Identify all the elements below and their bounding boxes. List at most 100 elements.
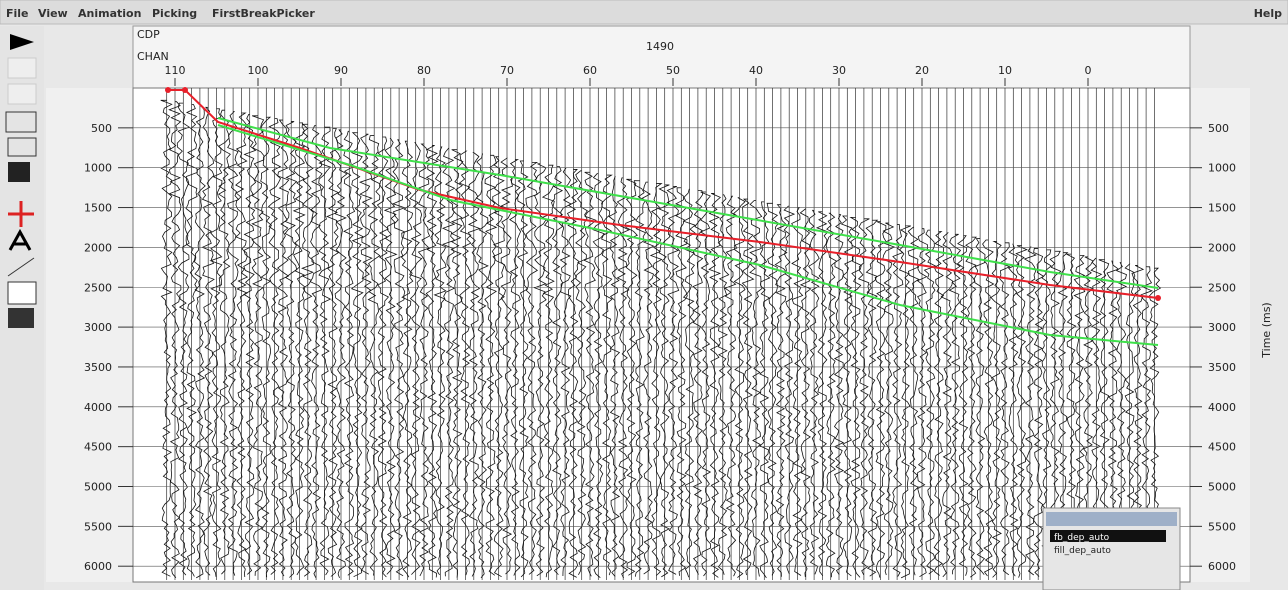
trace-wiggle xyxy=(334,129,348,579)
tool-button[interactable] xyxy=(8,308,34,328)
trace-wiggle xyxy=(682,188,696,578)
trace-wiggle xyxy=(575,170,588,575)
trace-wiggle xyxy=(376,136,390,578)
trace-wiggle xyxy=(358,133,373,575)
trace-wiggle xyxy=(657,184,672,578)
trace-wiggle xyxy=(301,123,314,577)
time-tick-label-left: 1000 xyxy=(84,162,112,175)
trace-wiggle xyxy=(417,143,431,577)
menu-item[interactable]: Picking xyxy=(152,7,197,20)
toolbar xyxy=(0,26,44,590)
channel-tick-label: 100 xyxy=(248,64,269,77)
time-tick-label-left: 3500 xyxy=(84,361,112,374)
pick-point xyxy=(1155,295,1161,301)
menu-item[interactable]: File xyxy=(6,7,29,20)
channel-tick-label: 60 xyxy=(583,64,597,77)
trace-wiggle xyxy=(227,111,240,576)
trace-wiggle xyxy=(807,209,820,575)
channel-tick-label: 20 xyxy=(915,64,929,77)
channel-tick-label: 70 xyxy=(500,64,514,77)
trace-wiggle xyxy=(525,161,539,575)
channel-tick-label: 0 xyxy=(1085,64,1092,77)
time-tick-label-left: 2000 xyxy=(84,241,112,254)
time-axis-label: Time (ms) xyxy=(1260,302,1273,358)
list-selection xyxy=(1050,530,1166,542)
trace-wiggle xyxy=(500,157,513,575)
trace-wiggle xyxy=(898,225,912,579)
trace-wiggle xyxy=(326,128,340,577)
list-item[interactable]: fill_dep_auto xyxy=(1054,546,1111,556)
play-button[interactable] xyxy=(10,34,34,50)
trace-wiggle xyxy=(1033,247,1045,577)
trace-wiggle xyxy=(641,181,655,575)
menu-item[interactable]: Animation xyxy=(78,7,141,20)
menu-help[interactable]: Help xyxy=(1254,7,1282,20)
trace-wiggle xyxy=(209,108,223,577)
tool-button[interactable] xyxy=(8,162,30,182)
trace-wiggle xyxy=(185,104,198,577)
slope-tool[interactable] xyxy=(7,257,35,277)
trace-wiggle xyxy=(201,106,215,576)
time-tick-label-right: 4500 xyxy=(1208,441,1236,454)
trace-wiggle xyxy=(492,156,506,578)
move-tool[interactable] xyxy=(8,201,34,227)
trace-wiggle xyxy=(741,198,755,576)
time-tick-label-right: 1500 xyxy=(1208,202,1236,215)
time-tick-label-left: 5000 xyxy=(84,481,112,494)
trace-wiggle xyxy=(343,130,356,576)
tool-button[interactable] xyxy=(7,137,37,157)
time-tick-label-right: 500 xyxy=(1208,122,1229,135)
picks-window-titlebar xyxy=(1046,512,1177,526)
trace-wiggle xyxy=(458,150,472,576)
trace-wiggle xyxy=(774,204,788,577)
tool-button[interactable] xyxy=(7,281,37,305)
trace-wiggle xyxy=(425,145,439,578)
tool-button[interactable] xyxy=(7,57,37,79)
menu-bar: File View Animation Picking FirstBreakPi… xyxy=(0,0,1288,25)
trace-wiggle xyxy=(559,167,572,577)
menu-item[interactable]: View xyxy=(38,7,68,20)
channel-tick-label: 110 xyxy=(165,64,186,77)
channel-tick-label: 50 xyxy=(666,64,680,77)
trace-wiggle xyxy=(1008,243,1020,577)
trace-wiggle xyxy=(367,135,381,576)
channel-tick-label: 10 xyxy=(998,64,1012,77)
time-tick-label-left: 2500 xyxy=(84,281,112,294)
trace-wiggle xyxy=(608,176,622,577)
time-tick-label-right: 6000 xyxy=(1208,560,1236,573)
trace-wiggle xyxy=(484,154,498,576)
tool-button[interactable] xyxy=(7,83,37,105)
channel-tick-label: 80 xyxy=(417,64,431,77)
trace-wiggle xyxy=(749,200,763,577)
annotate-tool[interactable] xyxy=(8,228,32,251)
time-tick-label-right: 5500 xyxy=(1208,520,1236,533)
time-tick-label-right: 1000 xyxy=(1208,162,1236,175)
list-item[interactable]: fb_dep_auto xyxy=(1054,533,1110,543)
trace-wiggle xyxy=(982,239,995,577)
tool-button[interactable] xyxy=(5,111,37,133)
trace-wiggle xyxy=(601,174,613,576)
trace-wiggle xyxy=(649,183,663,576)
trace-wiggle xyxy=(724,195,738,577)
trace-wiggle xyxy=(799,208,812,577)
trace-wiggle xyxy=(923,229,937,575)
trace-wiggle xyxy=(433,146,447,576)
trace-wiggle xyxy=(948,233,962,575)
time-tick-label-left: 500 xyxy=(91,122,112,135)
trace-wiggle xyxy=(940,232,953,578)
time-tick-label-right: 4000 xyxy=(1208,401,1236,414)
pick-point xyxy=(182,87,188,93)
trace-wiggle xyxy=(194,105,206,579)
trace-wiggle xyxy=(717,194,730,575)
trace-wiggle xyxy=(849,216,862,578)
cdp-value: 1490 xyxy=(646,40,674,53)
trace-wiggle xyxy=(467,152,481,577)
time-tick-label-right: 2500 xyxy=(1208,281,1236,294)
menu-item[interactable]: FirstBreakPicker xyxy=(212,7,315,20)
trace-wiggle xyxy=(675,187,688,576)
trace-wiggle xyxy=(168,101,182,578)
trace-wiggle xyxy=(857,218,870,575)
trace-wiggle xyxy=(633,180,647,577)
trace-wiggle xyxy=(218,109,231,575)
